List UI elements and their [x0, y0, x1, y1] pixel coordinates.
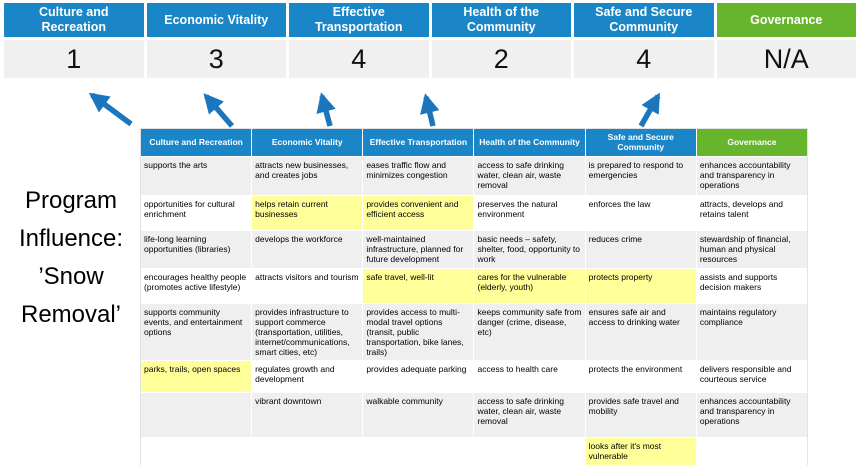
matrix-cell: enhances accountability and transparency…	[696, 157, 807, 195]
matrix-cell-highlighted: provides safe travel and mobility	[585, 393, 696, 437]
summary-category-health-community: Health of the Community	[431, 3, 571, 37]
matrix-cell: well-maintained infrastructure, planned …	[363, 231, 474, 268]
summary-category-economic-vitality: Economic Vitality	[146, 3, 286, 37]
matrix-cell: access to safe drinking water, clean air…	[474, 393, 585, 437]
arrow-economic-vitality	[203, 93, 235, 128]
matrix-cell-highlighted: keeps community safe from danger (crime,…	[474, 304, 585, 360]
matrix-cell-highlighted: eases traffic flow and minimizes congest…	[363, 157, 474, 195]
summary-category-culture-recreation: Culture and Recreation	[4, 3, 144, 37]
matrix-cell	[141, 438, 252, 465]
matrix-cell: enforces the law	[585, 196, 696, 230]
score-culture-recreation: 1	[4, 40, 144, 78]
summary-category-row: Culture and Recreation Economic Vitality…	[4, 3, 856, 37]
matrix-cell: ensures safe air and access to drinking …	[585, 304, 696, 360]
page-title: Program Influence: ’Snow Removal’	[18, 187, 124, 328]
influence-matrix: Culture and Recreation Economic Vitality E…	[140, 128, 808, 465]
matrix-cell	[696, 438, 807, 465]
matrix-cell-highlighted: is prepared to respond to emergencies	[585, 157, 696, 195]
matrix-cell-highlighted: parks, trails, open spaces	[141, 361, 252, 392]
matrix-column-header: Effective Transportation	[363, 129, 474, 156]
matrix-cell: encourages healthy people (promotes acti…	[141, 269, 252, 303]
score-governance: N/A	[716, 40, 856, 78]
table-row: opportunities for cultural enrichment hel…	[141, 196, 807, 230]
score-health-community: 2	[431, 40, 571, 78]
matrix-cell: enhances accountability and transparency…	[696, 393, 807, 437]
matrix-column-header: Safe and Secure Community	[585, 129, 696, 156]
matrix-cell: maintains regulatory compliance	[696, 304, 807, 360]
score-safe-secure: 4	[574, 40, 714, 78]
matrix-column-header: Health of the Community	[474, 129, 585, 156]
matrix-cell: supports community events, and entertain…	[141, 304, 252, 360]
table-row: encourages healthy people (promotes acti…	[141, 269, 807, 303]
arrow-safe-secure	[638, 92, 661, 128]
matrix-cell: access to health care	[474, 361, 585, 392]
matrix-cell-highlighted: provides infrastructure to support comme…	[252, 304, 363, 360]
matrix-cell: regulates growth and development	[252, 361, 363, 392]
matrix-cell-highlighted: looks after it's most vulnerable	[585, 438, 696, 465]
table-row: supports community events, and entertain…	[141, 304, 807, 360]
matrix-cell: attracts visitors and tourism	[252, 269, 363, 303]
table-row: supports the arts attracts new businesses…	[141, 157, 807, 195]
table-row: vibrant downtown walkable community access…	[141, 393, 807, 437]
matrix-cell: preserves the natural environment	[474, 196, 585, 230]
matrix-cell: attracts, develops and retains talent	[696, 196, 807, 230]
table-row: looks after it's most vulnerable	[141, 438, 807, 465]
matrix-cell-highlighted: protects property	[585, 269, 696, 303]
matrix-cell: access to safe drinking water, clean air…	[474, 157, 585, 195]
matrix-cell: life-long learning opportunities (librar…	[141, 231, 252, 268]
matrix-cell-highlighted: helps retain current businesses	[252, 196, 363, 230]
matrix-cell: supports the arts	[141, 157, 252, 195]
matrix-cell-highlighted: cares for the vulnerable (elderly, youth…	[474, 269, 585, 303]
table-row: life-long learning opportunities (librar…	[141, 231, 807, 268]
matrix-cell: vibrant downtown	[252, 393, 363, 437]
matrix-cell: delivers responsible and courteous servi…	[696, 361, 807, 392]
arrow-culture-recreation	[88, 92, 133, 127]
matrix-cell: attracts new businesses, and creates job…	[252, 157, 363, 195]
matrix-column-header: Governance	[696, 129, 807, 156]
matrix-cell-highlighted: provides convenient and efficient access	[363, 196, 474, 230]
matrix-cell-highlighted: provides access to multi-modal travel op…	[363, 304, 474, 360]
matrix-cell-highlighted: safe travel, well-lit	[363, 269, 474, 303]
arrow-health-community	[420, 93, 440, 127]
matrix-cell-highlighted: basic needs – safety, shelter, food, opp…	[474, 231, 585, 268]
summary-category-safe-secure: Safe and Secure Community	[574, 3, 714, 37]
matrix-cell: assists and supports decision makers	[696, 269, 807, 303]
matrix-cell: opportunities for cultural enrichment	[141, 196, 252, 230]
matrix-cell	[363, 438, 474, 465]
matrix-column-header: Culture and Recreation	[141, 129, 252, 156]
matrix-cell: protects the environment	[585, 361, 696, 392]
matrix-cell: reduces crime	[585, 231, 696, 268]
summary-category-effective-transportation: Effective Transportation	[289, 3, 429, 37]
matrix-body: supports the arts attracts new businesses…	[141, 157, 807, 465]
arrow-effective-transportation	[316, 92, 336, 127]
matrix-cell: stewardship of financial, human and phys…	[696, 231, 807, 268]
score-effective-transportation: 4	[289, 40, 429, 78]
matrix-cell: develops the workforce	[252, 231, 363, 268]
matrix-cell	[141, 393, 252, 437]
matrix-cell: provides adequate parking	[363, 361, 474, 392]
score-economic-vitality: 3	[146, 40, 286, 78]
table-row: parks, trails, open spaces regulates grow…	[141, 361, 807, 392]
matrix-column-header: Economic Vitality	[252, 129, 363, 156]
matrix-cell: walkable community	[363, 393, 474, 437]
matrix-cell	[252, 438, 363, 465]
matrix-header-row: Culture and Recreation Economic Vitality E…	[141, 129, 807, 156]
matrix-cell	[474, 438, 585, 465]
summary-score-row: 1 3 4 2 4 N/A	[4, 40, 856, 78]
summary-category-governance: Governance	[716, 3, 856, 37]
